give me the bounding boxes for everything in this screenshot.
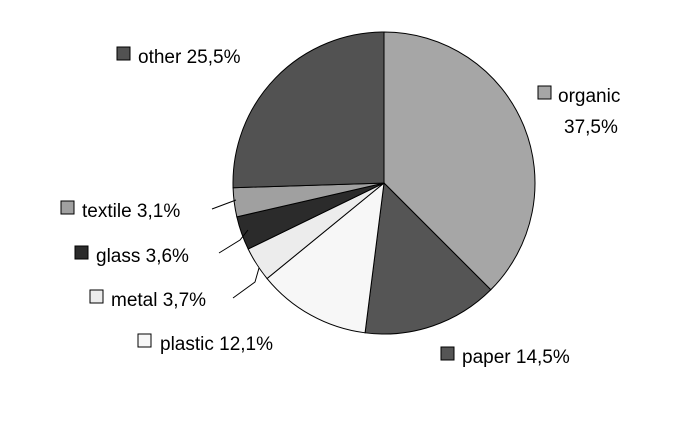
legend-key-glass — [74, 245, 89, 260]
slice-labels: organic 37,5% paper 14,5% plastic 12,1% meta… — [60, 46, 620, 368]
pie-slices — [232, 31, 536, 335]
pie-slice-paper — [364, 181, 492, 335]
pie-slice-other — [232, 31, 385, 189]
legend-key-textile — [60, 200, 75, 215]
slice-value-organic: 37,5% — [564, 117, 618, 138]
leader-line-glass — [218, 229, 249, 254]
slice-label-glass: glass 3,6% — [96, 246, 189, 267]
legend-key-paper — [440, 346, 455, 361]
pie-slice-organic — [383, 31, 536, 291]
pie-slice-plastic — [266, 181, 385, 334]
leader-lines — [211, 199, 260, 299]
slice-label-textile: textile 3,1% — [82, 201, 180, 222]
legend-key-metal — [89, 289, 104, 304]
slice-label-paper: paper 14,5% — [462, 347, 570, 368]
legend-key-other — [116, 46, 131, 61]
leader-line-metal — [232, 267, 260, 299]
slice-label-organic: organic — [558, 86, 620, 107]
slice-label-metal: metal 3,7% — [111, 290, 206, 311]
legend-key-plastic — [137, 333, 152, 348]
slice-label-plastic: plastic 12,1% — [160, 334, 273, 355]
leader-line-textile — [211, 199, 237, 210]
legend-key-organic — [537, 85, 552, 100]
slice-label-other: other 25,5% — [138, 47, 241, 68]
